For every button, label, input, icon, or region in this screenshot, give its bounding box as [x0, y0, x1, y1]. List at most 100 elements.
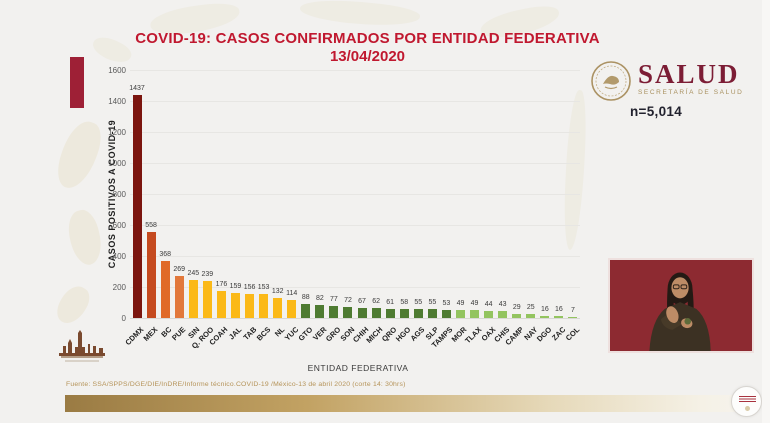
gridline-1600	[130, 70, 580, 71]
red-accent-rect	[70, 57, 84, 108]
bar-value-q-roo: 239	[201, 270, 214, 278]
x-axis-label: ENTIDAD FEDERATIVA	[307, 363, 409, 373]
gridline-1000	[130, 163, 580, 164]
bar-qro	[385, 308, 395, 318]
bar-value-nay: 25	[526, 304, 535, 312]
bar-value-ver: 82	[315, 295, 324, 303]
bar-pue	[174, 276, 184, 318]
bar-value-tab: 156	[243, 283, 256, 291]
bar-value-col: 7	[571, 306, 575, 314]
bar-tab	[245, 293, 255, 318]
salud-logo: SALUD SECRETARÍA DE SALUD	[588, 58, 763, 106]
badge-dot	[745, 406, 750, 411]
bar-ver	[315, 305, 325, 318]
salud-subtitle: SECRETARÍA DE SALUD	[638, 89, 744, 96]
gold-footer-bar	[65, 395, 757, 412]
bar-mor	[455, 310, 465, 318]
y-tick-label-0: 0	[121, 314, 126, 323]
gridline-600	[130, 225, 580, 226]
bar-chart-plot-area	[130, 70, 580, 319]
bar-col	[568, 316, 578, 318]
chart-title-block: COVID-19: CASOS CONFIRMADOS POR ENTIDAD …	[95, 30, 640, 65]
bar-value-mor: 49	[456, 300, 465, 308]
y-tick-label-400: 400	[112, 252, 126, 261]
y-tick-label-1200: 1200	[108, 128, 126, 137]
bar-dgo	[540, 315, 550, 318]
bar-chis	[498, 311, 508, 318]
watermark-blob	[51, 281, 95, 329]
bar-value-tlax: 49	[470, 300, 479, 308]
bar-value-son: 72	[344, 296, 352, 304]
bar-son	[343, 306, 353, 318]
bar-value-camp: 29	[512, 303, 521, 311]
sign-language-interpreter-video	[608, 258, 754, 353]
gridline-1400	[130, 101, 580, 102]
bar-value-chih: 67	[358, 297, 366, 305]
y-tick-label-1600: 1600	[108, 66, 126, 75]
bar-tamps	[441, 309, 451, 318]
bar-value-qro: 61	[386, 298, 395, 306]
page-title-date: 13/04/2020	[329, 48, 406, 65]
bar-value-gro: 77	[330, 296, 338, 304]
bar-value-chis: 43	[498, 301, 507, 309]
y-tick-label-1000: 1000	[108, 159, 126, 168]
gridline-400	[130, 256, 580, 257]
bar-yuc	[287, 300, 297, 318]
bar-mex	[146, 231, 156, 318]
bar-value-pue: 269	[173, 266, 186, 274]
page-title: COVID-19: CASOS CONFIRMADOS POR ENTIDAD …	[135, 30, 600, 47]
bar-nl	[273, 297, 283, 318]
bar-jal	[230, 293, 240, 318]
bar-q-roo	[202, 280, 212, 318]
gridline-0	[130, 318, 580, 319]
salud-wordmark: SALUD	[638, 59, 740, 89]
bar-bc	[160, 260, 170, 318]
bar-value-slp: 55	[428, 299, 437, 307]
gobierno-badge-icon	[731, 386, 762, 417]
bar-sin	[188, 280, 198, 318]
bar-value-oax: 44	[484, 301, 493, 309]
bar-camp	[512, 313, 522, 318]
bar-chih	[357, 307, 367, 318]
bar-oax	[484, 311, 494, 318]
bar-value-jal: 159	[229, 283, 242, 291]
bar-value-ags: 55	[414, 299, 423, 307]
bar-tlax	[470, 310, 480, 318]
y-tick-label-200: 200	[112, 283, 126, 292]
bar-slp	[427, 309, 437, 318]
bar-value-coah: 176	[215, 280, 228, 288]
interpreter-silhouette	[649, 272, 711, 351]
bar-cdmx	[132, 95, 142, 318]
watermark-blob	[299, 0, 421, 30]
bar-value-hgo: 58	[400, 299, 409, 306]
bar-bcs	[259, 294, 269, 318]
bar-value-yuc: 114	[286, 290, 298, 298]
total-cases-label: n=5,014	[630, 104, 683, 119]
bar-value-zac: 16	[555, 305, 563, 313]
bar-zac	[554, 315, 564, 318]
badge-text-mark	[739, 396, 756, 402]
bar-value-mich: 62	[372, 298, 380, 306]
bar-coah	[216, 290, 226, 318]
gridline-800	[130, 194, 580, 195]
city-skyline-art	[59, 330, 105, 362]
bar-gto	[301, 304, 311, 318]
y-tick-label-1400: 1400	[108, 97, 126, 106]
salud-logo-text: SALUD SECRETARÍA DE SALUD	[638, 60, 743, 96]
bar-value-nl: 132	[271, 287, 284, 295]
government-seal-icon	[591, 61, 631, 101]
bar-value-sin: 245	[187, 270, 200, 278]
bar-ags	[413, 309, 423, 318]
bar-value-tamps: 53	[442, 299, 451, 307]
bar-value-dgo: 16	[540, 305, 549, 313]
bar-value-bc: 368	[159, 250, 171, 258]
bar-value-cdmx: 1437	[129, 85, 145, 93]
bar-value-bcs: 153	[257, 284, 270, 292]
gridline-1200	[130, 132, 580, 133]
bar-mich	[371, 308, 381, 318]
source-citation: Fuente: SSA/SPPS/DGE/DIE/InDRE/Informe t…	[66, 381, 406, 388]
bar-nay	[526, 314, 536, 318]
bar-value-gto: 88	[301, 294, 310, 302]
bar-hgo	[399, 309, 409, 318]
